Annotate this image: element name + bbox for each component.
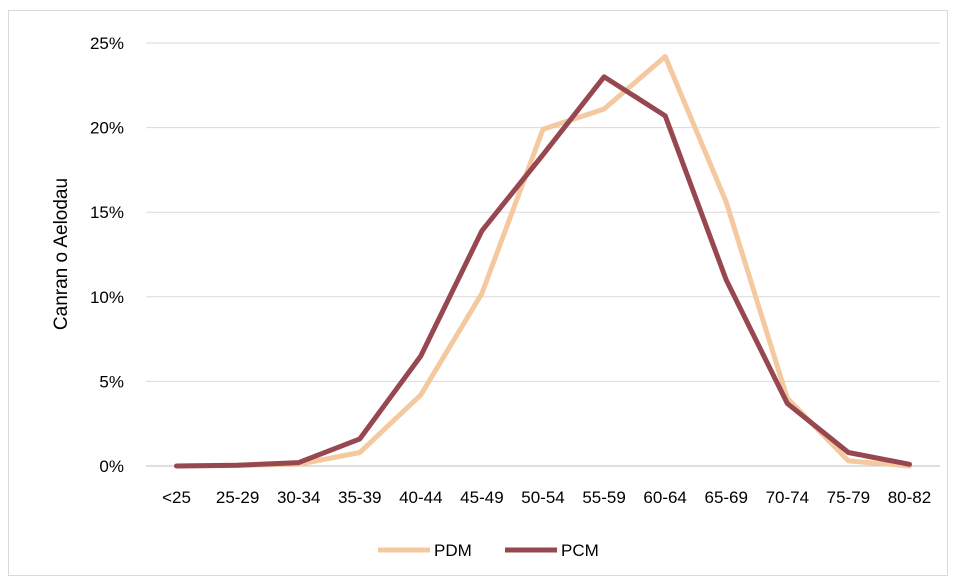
x-tick-label: 45-49 bbox=[460, 488, 503, 507]
series-lines bbox=[174, 54, 912, 469]
x-tick-label: 55-59 bbox=[582, 488, 625, 507]
legend-label-pdm: PDM bbox=[434, 541, 472, 560]
gridlines bbox=[146, 42, 940, 467]
legend-label-pcm: PCM bbox=[561, 541, 599, 560]
x-tick-label: 65-69 bbox=[704, 488, 747, 507]
x-tick-label: 60-64 bbox=[643, 488, 686, 507]
chart-frame bbox=[8, 10, 948, 576]
x-tick-label: 35-39 bbox=[338, 488, 381, 507]
y-tick-label: 20% bbox=[90, 119, 124, 138]
y-tick-label: 10% bbox=[90, 288, 124, 307]
y-axis-title: Canran o Aelodau bbox=[51, 178, 72, 330]
x-tick-label: 40-44 bbox=[399, 488, 442, 507]
x-tick-label: 30-34 bbox=[277, 488, 320, 507]
x-tick-label: 80-82 bbox=[888, 488, 931, 507]
x-axis-ticks: <25 25-29 30-34 35-39 40-44 45-49 50-54 55-59 60… bbox=[162, 488, 931, 507]
legend: PDM PCM bbox=[378, 541, 599, 560]
x-tick-label: 25-29 bbox=[216, 488, 259, 507]
series-line-pcm bbox=[174, 74, 912, 469]
x-tick-label: 75-79 bbox=[827, 488, 870, 507]
y-axis-ticks: 0% 5% 10% 15% 20% 25% bbox=[90, 34, 124, 476]
x-tick-label: <25 bbox=[162, 488, 191, 507]
x-tick-label: 50-54 bbox=[521, 488, 564, 507]
y-tick-label: 25% bbox=[90, 34, 124, 53]
y-tick-label: 0% bbox=[99, 457, 124, 476]
y-tick-label: 5% bbox=[99, 372, 124, 391]
x-tick-label: 70-74 bbox=[766, 488, 809, 507]
series-line-pdm bbox=[174, 54, 912, 469]
y-tick-label: 15% bbox=[90, 203, 124, 222]
